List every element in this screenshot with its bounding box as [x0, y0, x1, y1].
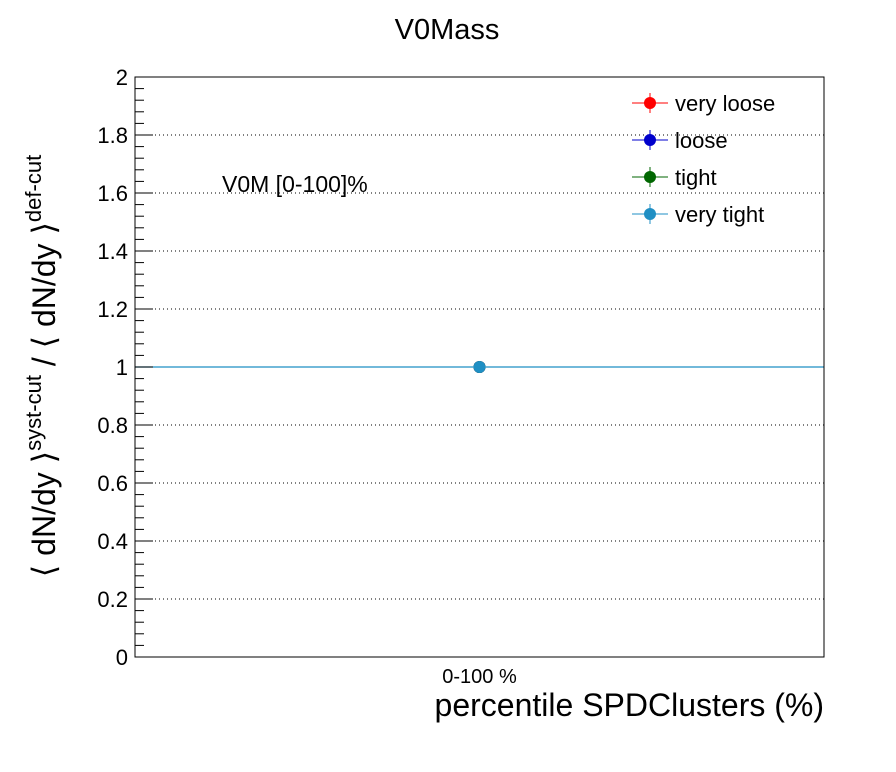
legend-marker-very-loose: [644, 97, 656, 109]
y-tick-label-8: 1.6: [97, 181, 128, 206]
y-tick-label-6: 1.2: [97, 297, 128, 322]
legend-marker-tight: [644, 171, 656, 183]
x-axis: 0-100 %: [442, 666, 517, 688]
y-tick-label-10: 2: [116, 65, 128, 90]
y-tick-label-5: 1: [116, 355, 128, 380]
y-label-sup-def: def-cut: [21, 155, 46, 222]
legend-label-loose: loose: [675, 128, 728, 153]
legend-marker-very-tight: [644, 208, 656, 220]
y-tick-label-9: 1.8: [97, 123, 128, 148]
y-tick-label-4: 0.8: [97, 413, 128, 438]
y-tick-label-3: 0.6: [97, 471, 128, 496]
y-axis: 0 0.2 0.4 0.6 0.8 1 1.2 1.4 1.6 1.8 2: [97, 65, 153, 670]
y-label-separator: /: [26, 348, 62, 375]
x-tick-label-0: 0-100 %: [442, 666, 517, 688]
y-axis-label: ⟨ dN/dy ⟩syst-cut / ⟨ dN/dy ⟩def-cut: [21, 155, 62, 577]
y-tick-label-2: 0.4: [97, 529, 128, 554]
point-very-tight-0: [473, 361, 486, 373]
y-label-part-open: ⟨ dN/dy ⟩: [26, 451, 62, 577]
annotation-label: V0M [0-100]%: [222, 171, 368, 197]
y-tick-label-1: 0.2: [97, 587, 128, 612]
legend-label-tight: tight: [675, 165, 717, 190]
legend: very loose loose tight very tight: [632, 91, 775, 227]
x-axis-label: percentile SPDClusters (%): [435, 687, 824, 723]
data-points: [473, 361, 486, 373]
chart-title: V0Mass: [395, 14, 500, 46]
legend-label-very-tight: very tight: [675, 202, 764, 227]
y-tick-label-7: 1.4: [97, 239, 128, 264]
y-label-sup-syst: syst-cut: [21, 375, 46, 451]
y-tick-label-0: 0: [116, 645, 128, 670]
legend-marker-loose: [644, 134, 656, 146]
y-label-part-close: ⟨ dN/dy ⟩: [26, 222, 62, 348]
legend-label-very-loose: very loose: [675, 91, 775, 116]
